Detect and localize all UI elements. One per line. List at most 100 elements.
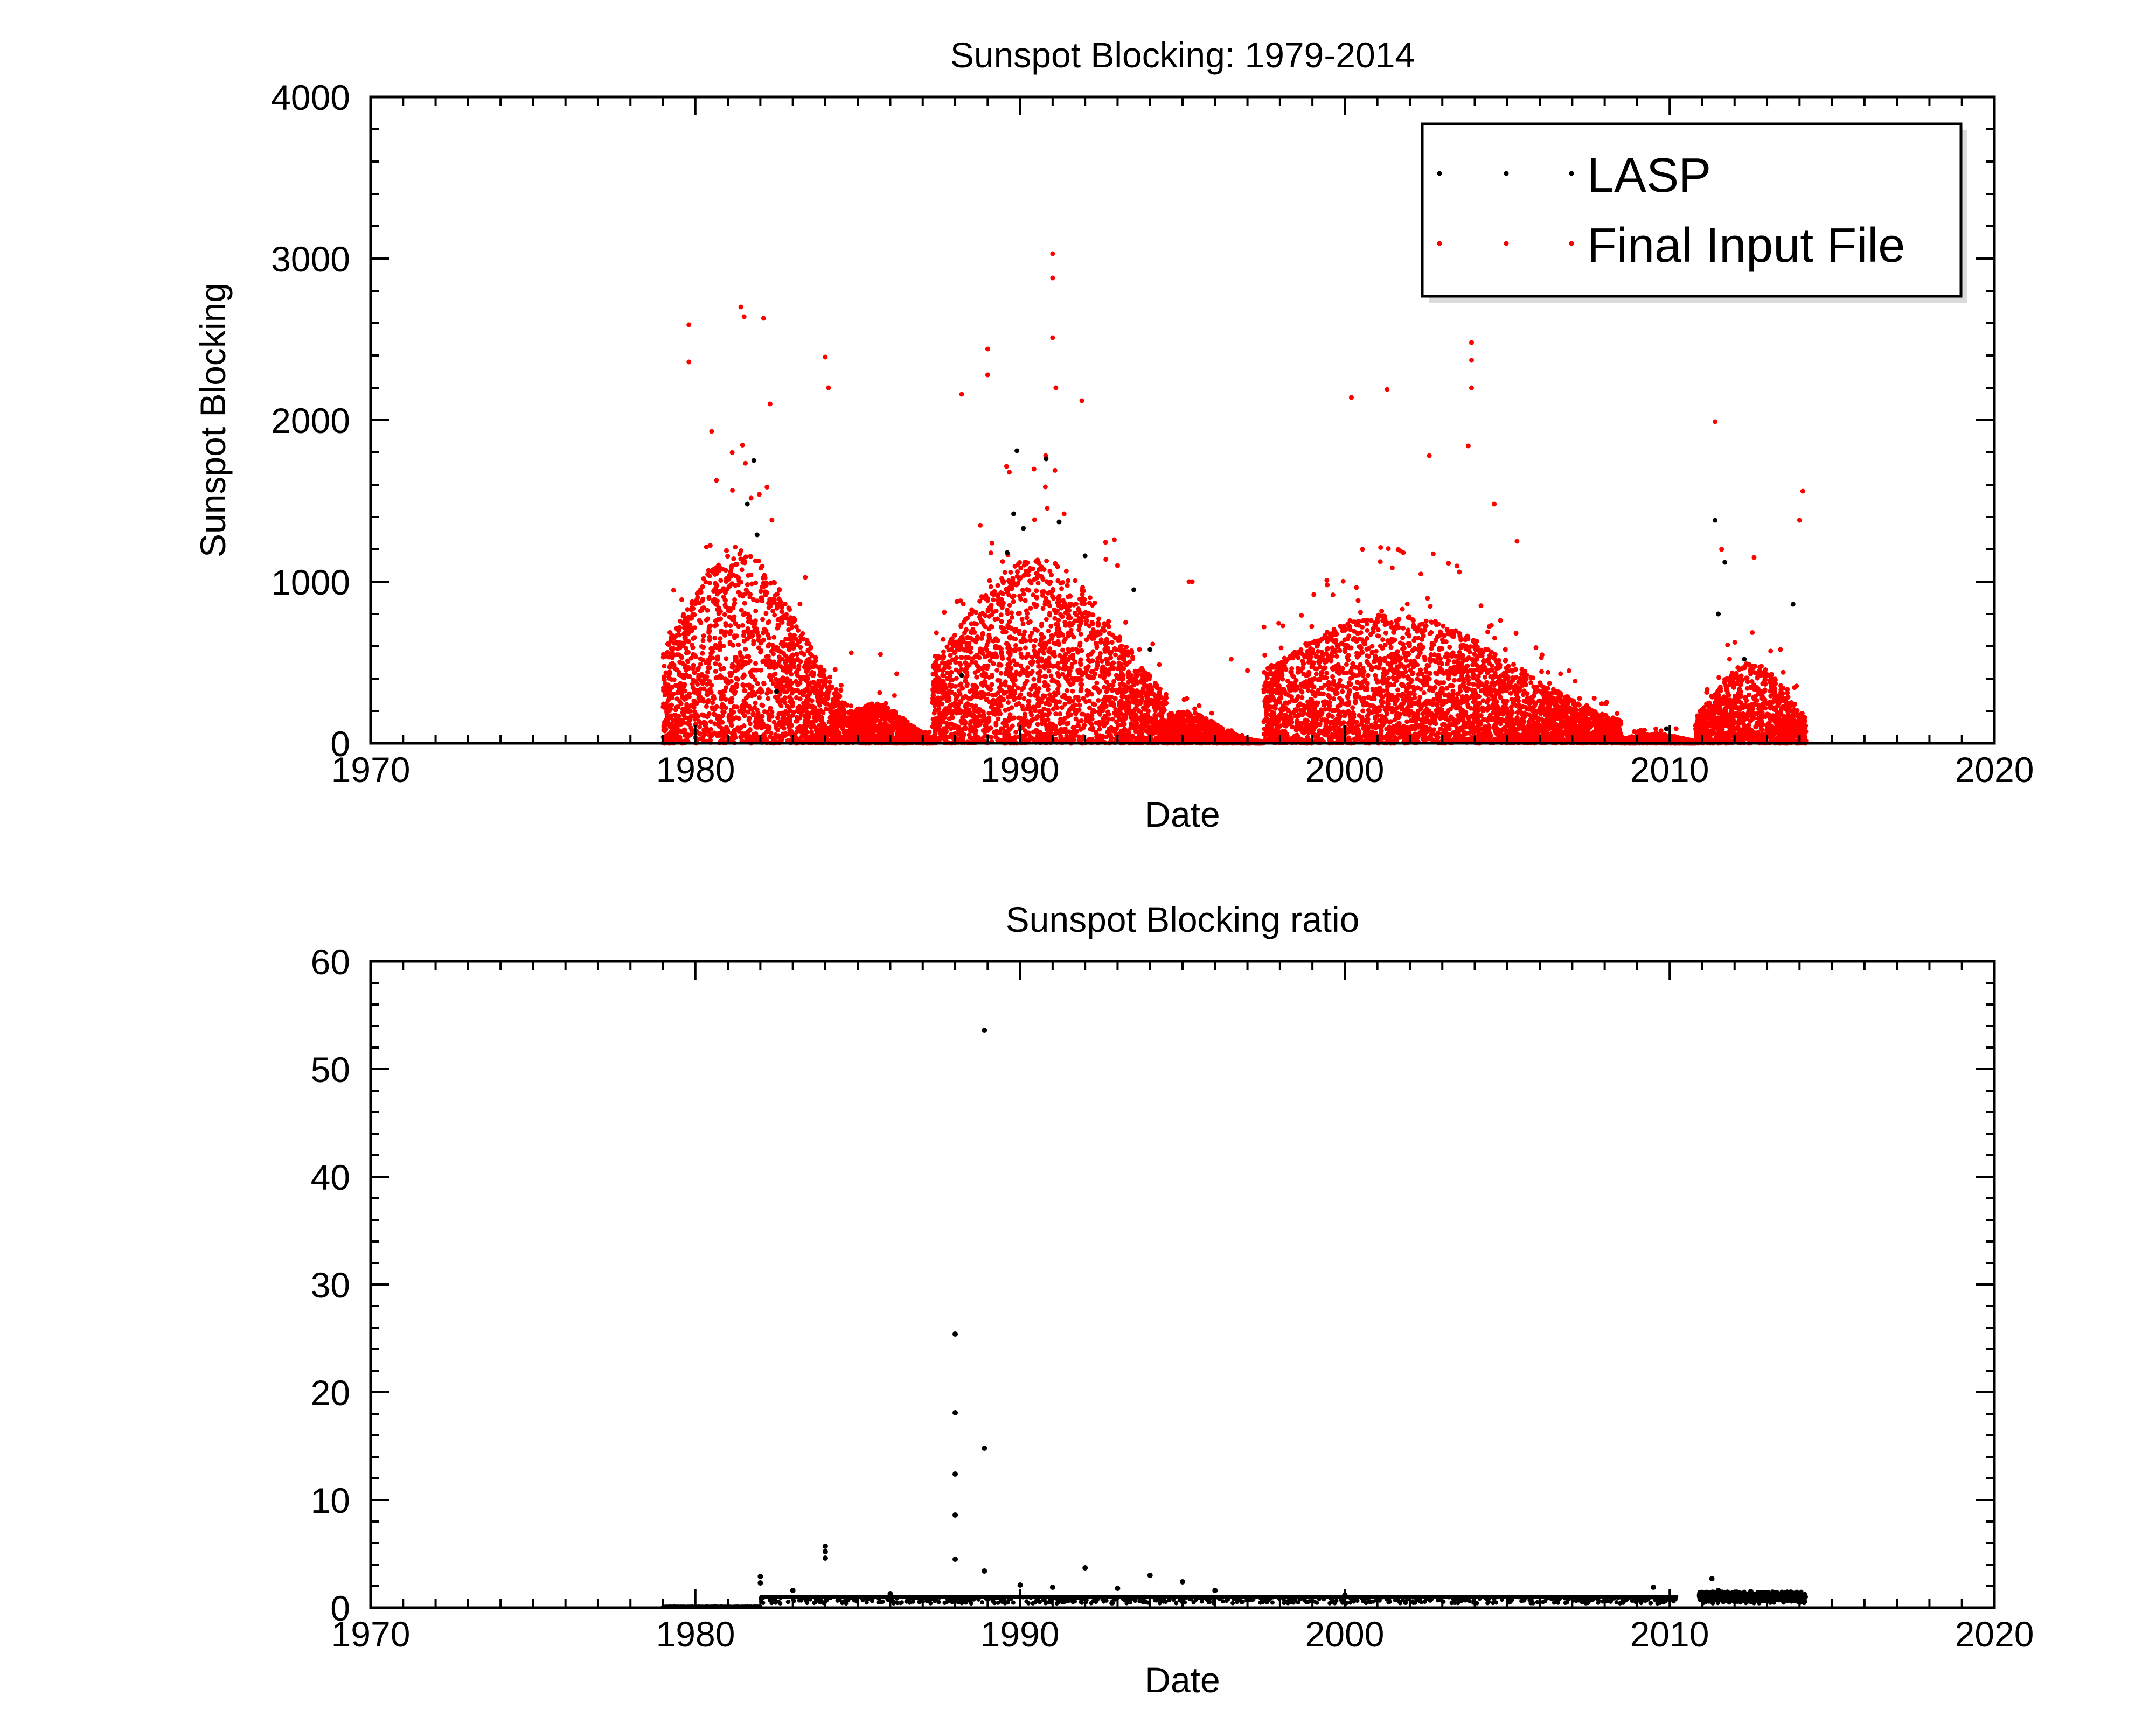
final-input-file-point <box>706 596 712 601</box>
final-input-file-point <box>1012 563 1018 569</box>
final-input-file-point <box>685 732 691 738</box>
final-input-file-point <box>949 721 954 727</box>
final-input-file-point <box>784 616 789 621</box>
final-input-file-point <box>993 609 999 613</box>
final-input-file-point <box>1138 699 1144 704</box>
final-input-file-point <box>1070 688 1075 694</box>
final-input-file-point <box>734 704 739 710</box>
final-input-file-point <box>1009 582 1014 588</box>
final-input-file-point <box>903 719 908 724</box>
final-input-file-point <box>774 662 779 667</box>
final-input-file-point <box>1130 656 1136 661</box>
final-input-file-point <box>1027 578 1032 584</box>
final-input-file-point <box>1052 616 1058 621</box>
final-input-file-point <box>1000 591 1005 596</box>
final-input-file-point <box>1103 643 1108 647</box>
final-input-file-point <box>669 724 673 730</box>
final-input-file-point <box>741 612 746 617</box>
final-input-file-point <box>1018 596 1024 602</box>
final-input-file-point <box>1085 665 1090 670</box>
final-input-file-point <box>1047 611 1052 616</box>
final-input-file-point <box>950 657 955 662</box>
final-input-file-point <box>1154 700 1160 706</box>
final-input-file-point <box>791 664 797 669</box>
final-input-file-point <box>963 726 968 731</box>
final-input-file-point <box>1012 629 1018 634</box>
final-input-file-point <box>770 681 776 686</box>
final-input-file-point <box>942 666 947 671</box>
final-input-file-point <box>1146 672 1151 677</box>
final-input-file-point <box>1079 711 1084 717</box>
final-input-file-point <box>1108 655 1113 661</box>
final-input-file-point <box>681 713 687 718</box>
final-input-file-point <box>749 673 754 678</box>
final-input-file-point <box>767 597 773 602</box>
final-input-file-point <box>1046 668 1052 674</box>
final-input-file-point <box>691 652 696 657</box>
final-input-file-point <box>741 633 746 638</box>
final-input-file-point <box>1026 620 1031 625</box>
final-input-file-point <box>1040 606 1046 611</box>
final-input-file-point <box>1109 640 1115 645</box>
final-input-file-point <box>1023 732 1028 738</box>
final-input-file-point <box>792 633 797 638</box>
final-input-file-point <box>767 636 771 641</box>
final-input-file-point <box>1004 737 1010 743</box>
final-input-file-point <box>996 716 1001 722</box>
final-input-file-point <box>1144 704 1149 709</box>
final-input-file-point <box>1161 701 1166 706</box>
final-input-file-point <box>713 581 718 586</box>
final-input-file-point <box>1108 732 1113 738</box>
final-input-file-point <box>1065 583 1070 588</box>
final-input-file-point <box>721 644 726 649</box>
final-input-file-point <box>725 727 730 732</box>
final-input-file-point <box>786 658 791 663</box>
final-input-file-point <box>762 573 767 578</box>
final-input-file-point <box>1050 251 1055 256</box>
final-input-file-point <box>1136 708 1142 713</box>
final-input-file-point <box>991 597 996 603</box>
final-input-file-point <box>747 705 753 710</box>
final-input-file-point <box>712 566 717 571</box>
final-input-file-point <box>1058 581 1063 586</box>
final-input-file-point <box>1092 709 1097 714</box>
final-input-file-point <box>1160 718 1165 723</box>
final-input-file-point <box>677 632 682 638</box>
final-input-file-point <box>707 543 713 548</box>
final-input-file-point <box>798 676 803 682</box>
final-input-file-point <box>1157 705 1162 710</box>
final-input-file-point <box>746 709 751 715</box>
final-input-file-point <box>825 689 831 694</box>
final-input-file-point <box>696 718 701 724</box>
final-input-file-point <box>1046 649 1052 654</box>
final-input-file-point <box>1059 586 1064 591</box>
final-input-file-point <box>1035 688 1040 694</box>
final-input-file-point <box>801 731 806 736</box>
final-input-file-point <box>1002 570 1007 575</box>
final-input-file-point <box>968 636 973 641</box>
final-input-file-point <box>670 729 676 734</box>
final-input-file-point <box>696 695 701 701</box>
final-input-file-point <box>1024 587 1030 592</box>
final-input-file-point <box>1032 517 1037 522</box>
final-input-file-point <box>747 682 752 688</box>
final-input-file-point <box>1117 637 1122 643</box>
final-input-file-point <box>829 727 834 732</box>
final-input-file-point <box>948 653 953 658</box>
final-input-file-point <box>930 700 935 706</box>
final-input-file-point <box>714 588 719 594</box>
final-input-file-point <box>1031 466 1037 472</box>
final-input-file-point <box>1115 563 1120 568</box>
final-input-file-point <box>1083 699 1089 704</box>
final-input-file-point <box>1037 679 1042 684</box>
final-input-file-point <box>739 608 744 613</box>
final-input-file-point <box>1007 470 1012 475</box>
final-input-file-point <box>1021 696 1027 701</box>
final-input-file-point <box>774 684 779 689</box>
final-input-file-point <box>761 316 766 321</box>
final-input-file-point <box>687 717 693 723</box>
final-input-file-point <box>805 714 811 720</box>
final-input-file-point <box>786 627 791 632</box>
final-input-file-point <box>762 626 767 632</box>
final-input-file-point <box>866 729 872 734</box>
